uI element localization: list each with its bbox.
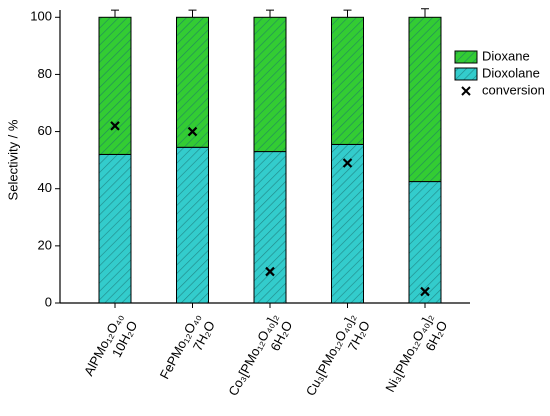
legend-label: conversion: [482, 82, 545, 97]
x-tick-label-group: Cu₃[PMo₁₂O₄₀]₂7H₂O: [303, 311, 373, 406]
x-tick-label: FePMo₁₂O₄₀7H₂O: [157, 311, 218, 389]
x-tick-label: Co₃[PMo₁₂O₄₀]₂6H₂O: [226, 311, 296, 406]
bar-segment: [176, 146, 209, 304]
legend-swatch: [454, 50, 478, 64]
x-tick-label-group: Co₃[PMo₁₂O₄₀]₂6H₂O: [226, 311, 296, 406]
error-bar: [266, 9, 274, 18]
bar-segment: [98, 153, 132, 304]
bar-segment: [253, 16, 287, 153]
y-tick-label: 20: [38, 237, 52, 252]
y-tick-label: 80: [38, 66, 52, 81]
conversion-marker: [265, 266, 275, 277]
x-tick-label: Ni₃[PMo₁₂O₄₀]₂6H₂O: [383, 311, 451, 402]
legend-label: Dioxane: [482, 48, 530, 63]
error-bar: [188, 9, 197, 18]
y-tick-label: 40: [38, 180, 52, 195]
bar-segment: [408, 181, 442, 304]
bar-segment: [408, 16, 442, 183]
y-tick-label: 0: [45, 294, 52, 309]
bar-segment: [253, 151, 287, 304]
conversion-marker: [420, 286, 430, 297]
error-bar: [421, 8, 429, 18]
legend-swatch: [454, 67, 478, 81]
bar-segment: [176, 16, 209, 148]
x-tick-label: Cu₃[PMo₁₂O₄₀]₂7H₂O: [303, 311, 373, 406]
y-tick-label: 100: [30, 9, 52, 24]
y-axis-label: Selectivity / %: [5, 119, 20, 200]
y-tick-label: 60: [38, 123, 52, 138]
legend-label: Dioxolane: [482, 65, 540, 80]
x-tick-label-group: FePMo₁₂O₄₀7H₂O: [157, 311, 218, 389]
error-bar: [343, 9, 352, 18]
bar-segment: [331, 143, 364, 304]
bar-segment: [98, 16, 132, 155]
bar-segment: [331, 16, 364, 145]
legend-marker: [461, 86, 471, 96]
conversion-marker: [110, 121, 120, 131]
x-tick-label-group: AlPMo₁₂O₄₀10H₂O: [81, 311, 141, 386]
x-tick-label-group: Ni₃[PMo₁₂O₄₀]₂6H₂O: [383, 311, 451, 402]
x-tick-label: AlPMo₁₂O₄₀10H₂O: [81, 311, 141, 386]
error-bar: [111, 9, 119, 18]
conversion-marker: [342, 158, 353, 168]
conversion-marker: [187, 126, 198, 137]
